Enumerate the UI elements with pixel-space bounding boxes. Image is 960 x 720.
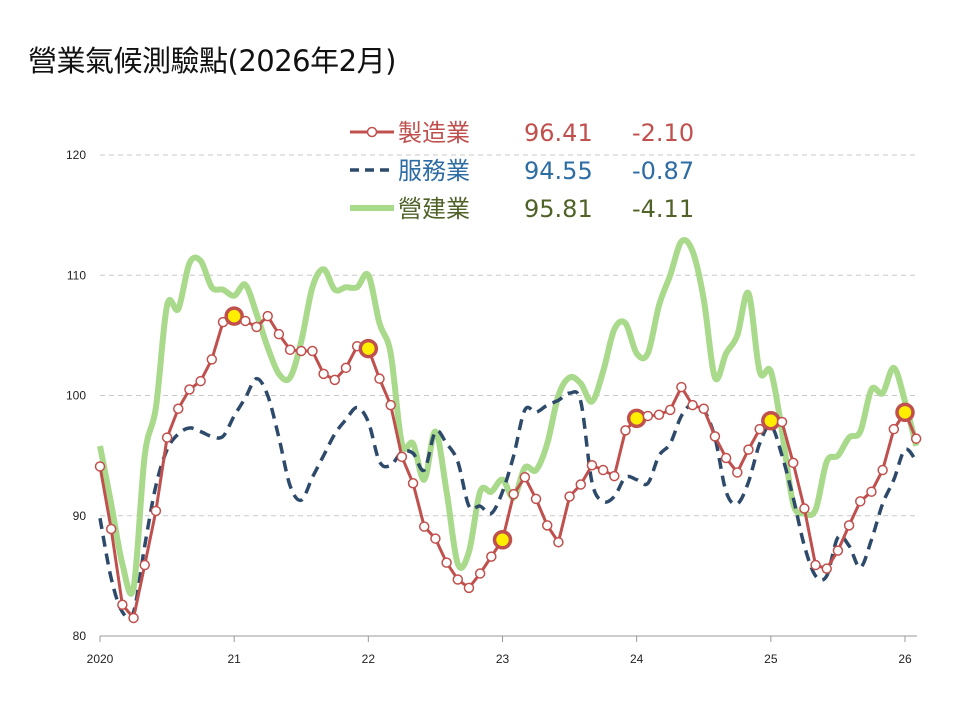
- data-point-manufacturing: [519, 472, 531, 483]
- data-point-manufacturing: [441, 557, 452, 568]
- x-tick-label: 22: [362, 652, 376, 666]
- data-point-manufacturing: [385, 399, 396, 411]
- data-point-manufacturing: [206, 354, 218, 365]
- data-point-manufacturing: [553, 536, 564, 548]
- data-point-manufacturing: [307, 345, 318, 357]
- data-point-manufacturing: [117, 599, 128, 610]
- highlight-point: [895, 402, 915, 423]
- legend-change: -4.11: [632, 195, 694, 223]
- data-point-manufacturing: [508, 488, 519, 500]
- data-point-manufacturing: [888, 423, 900, 435]
- legend-change: -0.87: [632, 157, 694, 185]
- data-point-manufacturing: [754, 423, 765, 435]
- data-point-manufacturing: [418, 521, 430, 532]
- data-point-manufacturing: [139, 559, 150, 571]
- legend-change: -2.10: [632, 119, 694, 147]
- data-point-manufacturing: [698, 403, 709, 414]
- y-tick-label: 100: [66, 389, 86, 403]
- data-point-manufacturing: [877, 464, 888, 476]
- data-point-manufacturing: [855, 496, 866, 507]
- data-point-manufacturing: [407, 478, 419, 489]
- data-point-manufacturing: [787, 457, 799, 469]
- data-point-manufacturing: [452, 574, 464, 585]
- legend-name: 製造業: [398, 119, 470, 147]
- y-tick-label: 90: [73, 509, 87, 523]
- data-point-manufacturing: [486, 551, 497, 562]
- data-point-manufacturing: [430, 533, 441, 544]
- highlight-point: [626, 408, 647, 429]
- data-point-manufacturing: [284, 344, 296, 356]
- legend-latest: 95.81: [524, 195, 593, 223]
- data-point-manufacturing: [128, 612, 139, 624]
- data-point-manufacturing: [173, 403, 184, 414]
- data-point-manufacturing: [396, 451, 408, 463]
- data-point-manufacturing: [720, 452, 732, 464]
- series-line-construction: [97, 237, 920, 597]
- data-point-manufacturing: [821, 563, 832, 574]
- data-point-manufacturing: [743, 444, 754, 455]
- data-point-manufacturing: [575, 479, 587, 490]
- data-point-manufacturing: [776, 416, 788, 428]
- data-point-manufacturing: [799, 503, 810, 514]
- legend-latest: 94.55: [524, 157, 593, 185]
- data-point-manufacturing: [374, 373, 385, 384]
- data-point-manufacturing: [843, 520, 855, 531]
- data-point-manufacturing: [732, 467, 743, 478]
- data-point-manufacturing: [161, 432, 173, 443]
- data-point-manufacturing: [340, 362, 352, 374]
- data-point-manufacturing: [664, 404, 676, 416]
- data-point-manufacturing: [296, 345, 307, 357]
- data-point-manufacturing: [810, 559, 821, 571]
- data-point-manufacturing: [474, 568, 486, 579]
- data-point-manufacturing: [597, 464, 609, 476]
- data-point-manufacturing: [273, 328, 285, 340]
- data-point-manufacturing: [150, 505, 162, 517]
- data-point-manufacturing: [318, 368, 329, 380]
- data-point-manufacturing: [530, 493, 542, 505]
- legend-marker: [366, 126, 378, 138]
- data-point-manufacturing: [709, 431, 721, 442]
- data-point-manufacturing: [195, 375, 206, 387]
- x-tick-label: 21: [227, 652, 241, 666]
- data-point-manufacturing: [262, 310, 273, 322]
- chart-title: 營業氣候測驗點(2026年2月): [28, 44, 396, 78]
- data-point-manufacturing: [541, 520, 553, 531]
- data-point-manufacturing: [586, 459, 598, 471]
- data-point-manufacturing: [463, 582, 475, 594]
- data-point-manufacturing: [564, 491, 575, 502]
- y-tick-label: 110: [67, 268, 86, 282]
- x-tick-label: 2020: [87, 652, 114, 666]
- data-point-manufacturing: [832, 545, 844, 556]
- x-tick-label: 24: [630, 652, 644, 666]
- highlight-point: [492, 530, 513, 550]
- data-point-manufacturing: [653, 409, 665, 420]
- series-line-services: [98, 376, 918, 621]
- y-tick-label: 80: [73, 629, 87, 643]
- data-point-manufacturing: [866, 486, 877, 497]
- legend-name: 營建業: [398, 195, 470, 223]
- data-point-manufacturing: [642, 410, 654, 422]
- legend: 製造業 96.41 -2.10 服務業 94.55 -0.87 營建業 95.81 -4.11: [350, 119, 694, 223]
- data-point-manufacturing: [94, 461, 106, 472]
- highlight-point: [761, 411, 781, 431]
- data-point-manufacturing: [251, 321, 262, 333]
- y-tick-label: 120: [66, 148, 86, 162]
- data-point-manufacturing: [105, 523, 117, 535]
- data-point-manufacturing: [620, 425, 631, 436]
- data-point-manufacturing: [609, 470, 620, 482]
- data-point-manufacturing: [910, 433, 922, 444]
- x-tick-label: 26: [898, 652, 912, 666]
- highlight-point: [358, 338, 379, 359]
- legend-latest: 96.41: [524, 119, 593, 147]
- data-point-manufacturing: [329, 374, 341, 386]
- data-point-manufacturing: [687, 399, 698, 411]
- highlight-point: [224, 306, 244, 326]
- data-point-manufacturing: [676, 381, 687, 393]
- x-tick-label: 23: [496, 652, 510, 666]
- data-point-manufacturing: [240, 315, 251, 327]
- data-point-manufacturing: [184, 384, 195, 395]
- x-tick-label: 25: [764, 652, 778, 666]
- legend-name: 服務業: [398, 157, 470, 185]
